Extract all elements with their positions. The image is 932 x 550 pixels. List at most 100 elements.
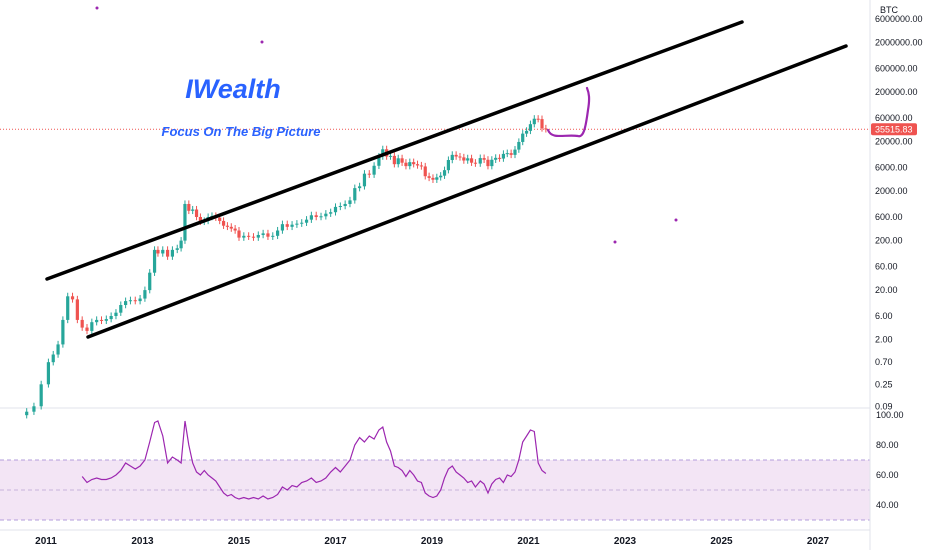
candle-body: [435, 177, 439, 180]
candle-body: [454, 154, 458, 157]
candle-body: [285, 224, 289, 227]
price-tick-label: 2000000.00: [875, 38, 923, 48]
price-tick-label: 200.00: [875, 236, 903, 246]
candle-body: [290, 224, 294, 227]
candle-body: [133, 300, 137, 302]
candle-body: [242, 235, 246, 238]
candle-body: [536, 118, 540, 120]
rsi-tick-label: 80.00: [876, 440, 899, 450]
candle-body: [532, 118, 536, 125]
price-tick-label: 20000.00: [875, 137, 913, 147]
channel-upper-line[interactable]: [45, 20, 744, 281]
candle-body: [221, 220, 226, 226]
candle-body: [528, 124, 533, 131]
rsi-tick-label: 40.00: [876, 500, 899, 510]
price-tick-label: 0.25: [875, 379, 893, 389]
candle-body: [392, 155, 396, 165]
candle-body: [233, 228, 237, 231]
candle-body: [446, 160, 451, 171]
candle-body: [85, 327, 89, 331]
candle-body: [497, 157, 502, 159]
candle-body: [170, 249, 175, 257]
candle-body: [187, 203, 191, 211]
candle-body: [95, 319, 99, 323]
time-axis-ticks: 2011 2013 2015 2017 2019 2021 2023 2025 2027: [35, 536, 829, 547]
candle-body: [225, 225, 230, 227]
candle-body: [300, 222, 304, 224]
candle-body: [517, 141, 521, 150]
channel-lower-line[interactable]: [86, 44, 848, 339]
candle-body: [358, 186, 362, 189]
candle-body: [458, 156, 462, 158]
candle-body: [381, 149, 385, 157]
candle-body: [80, 319, 84, 328]
candle-body: [191, 209, 195, 211]
candle-body: [70, 296, 75, 300]
candle-body: [179, 240, 183, 249]
candle-body: [450, 154, 454, 161]
candle-body: [280, 224, 285, 231]
candle-body: [404, 162, 408, 167]
candle-body: [99, 319, 104, 321]
candle-body: [513, 149, 517, 155]
candle-body: [367, 173, 371, 175]
candle-body: [266, 233, 270, 237]
stray-dot: [260, 40, 264, 44]
price-tick-label: 6.00: [875, 311, 893, 321]
candle-body: [372, 165, 376, 175]
brand-title: IWealth: [185, 74, 281, 104]
candle-body: [400, 158, 404, 163]
candle-body: [423, 166, 427, 177]
tagline: Focus On The Big Picture: [162, 124, 321, 139]
price-tick-label: 60000.00: [875, 113, 913, 123]
candle-body: [494, 157, 498, 160]
rsi-line: [81, 420, 547, 500]
candle-body: [247, 235, 251, 237]
candle-body: [309, 215, 313, 220]
candle-body: [486, 159, 490, 167]
candle-body: [329, 212, 333, 214]
time-tick-label: 2021: [517, 536, 540, 547]
candle-body: [319, 216, 323, 218]
candle-body: [261, 233, 265, 235]
price-tick-label: 6000.00: [875, 163, 908, 173]
rsi-axis-ticks: 100.00 80.00 60.00 40.00: [876, 410, 904, 510]
rsi-band-group: [0, 459, 870, 521]
candle-body: [161, 249, 165, 254]
candle-body: [66, 296, 70, 320]
candle-body: [271, 235, 275, 237]
candle-body: [237, 230, 241, 238]
projection-path[interactable]: [546, 86, 591, 138]
candle-body: [338, 206, 342, 208]
price-tick-label: 2.00: [875, 335, 893, 345]
candle-body: [75, 299, 79, 320]
candle-body: [412, 162, 416, 165]
time-tick-label: 2025: [710, 536, 733, 547]
candle-body: [104, 319, 108, 321]
price-tick-label: 200000.00: [875, 87, 918, 97]
price-tick-label: 0.09: [875, 401, 893, 411]
candle-body: [377, 156, 381, 166]
current-price-tag: 35515.83: [871, 123, 917, 136]
candle-body: [51, 354, 55, 363]
time-tick-label: 2027: [807, 536, 830, 547]
stray-dot: [674, 218, 678, 222]
candle-body: [466, 158, 470, 161]
candle-body: [482, 158, 486, 160]
price-axis-unit: BTC: [880, 5, 899, 15]
candle-body: [165, 249, 170, 257]
candle-body: [439, 175, 443, 178]
candle-body: [256, 234, 260, 238]
candle-body: [152, 249, 157, 273]
time-tick-label: 2015: [228, 536, 251, 547]
price-tick-label: 600000.00: [875, 64, 918, 74]
candle-body: [396, 158, 400, 165]
candle-body: [431, 177, 435, 180]
candle-body: [353, 188, 357, 201]
candle-body: [473, 162, 478, 164]
candle-body: [109, 316, 113, 320]
candle-body: [469, 158, 474, 163]
candle-body: [462, 157, 466, 161]
candle-body: [124, 301, 128, 306]
